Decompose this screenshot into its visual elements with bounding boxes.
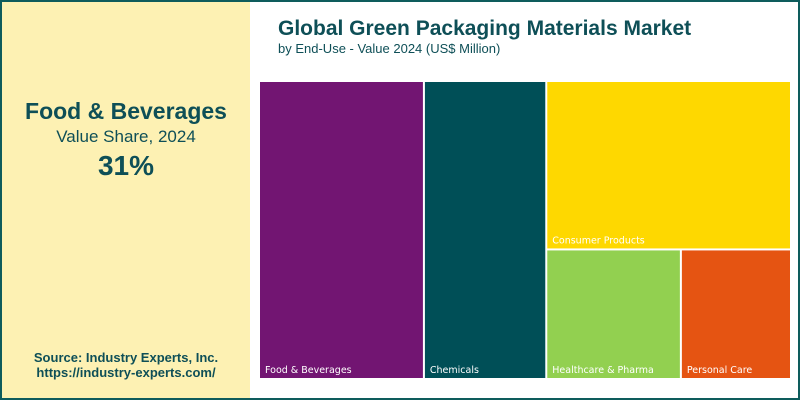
source-text: Source: Industry Experts, Inc. xyxy=(33,350,219,365)
treemap-label-healthcare-pharma: Healthcare & Pharma xyxy=(552,365,654,376)
treemap-label-food-beverages: Food & Beverages xyxy=(265,365,352,376)
treemap-cell-personal-care xyxy=(681,250,790,378)
treemap-cell-chemicals xyxy=(424,82,546,378)
highlight-panel: Food & Beverages Value Share, 2024 31% S… xyxy=(2,2,250,398)
treemap-label-chemicals: Chemicals xyxy=(430,365,479,376)
treemap-cell-healthcare-pharma xyxy=(547,250,680,378)
source-url[interactable]: https://industry-experts.com/ xyxy=(36,365,216,380)
treemap-label-consumer-products: Consumer Products xyxy=(552,235,645,246)
treemap-cell-food-beverages xyxy=(260,82,423,378)
treemap-cell-consumer-products xyxy=(547,82,790,249)
chart-subtitle: by End-Use - Value 2024 (US$ Million) xyxy=(278,41,501,56)
highlight-category: Food & Beverages xyxy=(25,98,227,124)
treemap-label-personal-care: Personal Care xyxy=(687,365,753,376)
chart-title: Global Green Packaging Materials Market xyxy=(278,17,692,40)
treemap-chart: Food & Beverages Chemicals Consumer Produc… xyxy=(260,82,790,378)
highlight-value: 31% xyxy=(97,150,155,181)
highlight-label: Value Share, 2024 xyxy=(56,127,196,146)
